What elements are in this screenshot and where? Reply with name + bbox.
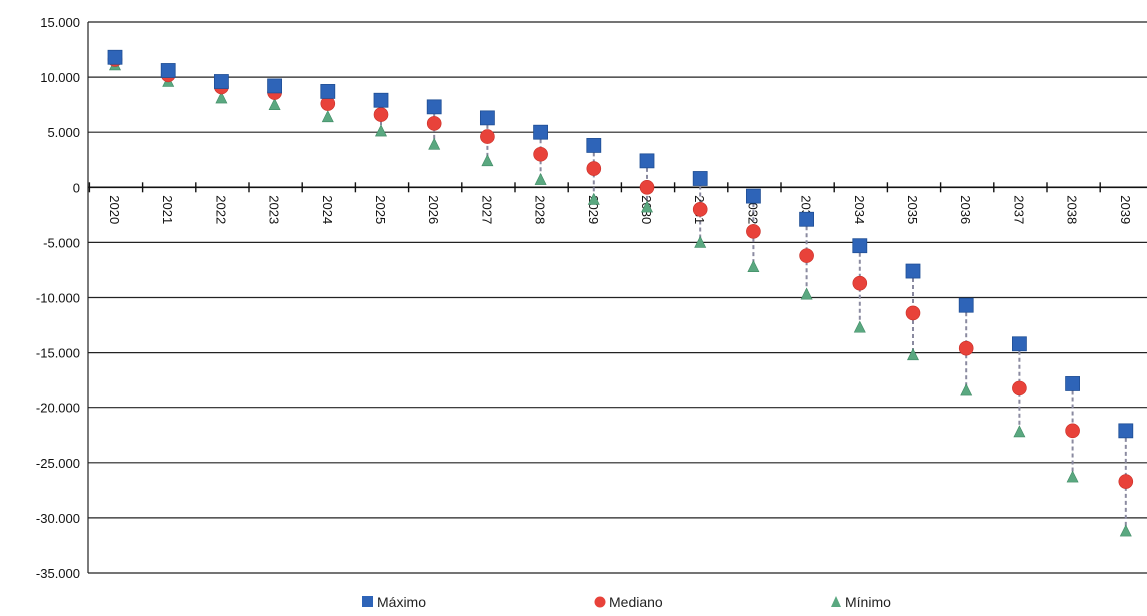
legend-label: Mínimo	[845, 594, 891, 610]
data-point-triangle	[907, 348, 919, 361]
data-point-triangle	[747, 259, 760, 272]
data-point-triangle	[375, 124, 387, 137]
data-point-circle	[639, 180, 655, 195]
y-tick-label: -25.000	[36, 456, 80, 471]
legend-marker-triangle	[831, 596, 841, 607]
data-point-circle	[905, 305, 921, 321]
data-point-triangle	[641, 200, 653, 213]
x-category-label: 2021	[160, 195, 175, 224]
legend-item: Mínimo	[831, 594, 891, 610]
data-point-circle	[1065, 423, 1080, 439]
data-point-circle	[1012, 380, 1027, 396]
data-point-triangle	[481, 154, 494, 167]
data-point-circle	[1118, 474, 1134, 489]
data-point-circle	[799, 248, 814, 263]
data-point-triangle	[587, 192, 600, 205]
x-category-label: 2039	[1118, 195, 1133, 224]
data-point-square	[320, 84, 336, 99]
x-category-label: 2028	[533, 195, 548, 224]
y-tick-label: 15.000	[40, 15, 80, 30]
y-tick-label: -30.000	[36, 511, 80, 526]
x-category-label: 2038	[1065, 195, 1080, 224]
data-point-triangle	[853, 320, 866, 333]
x-category-label: 2037	[1011, 195, 1026, 224]
data-point-square	[905, 263, 921, 279]
y-tick-label: -35.000	[36, 566, 80, 581]
legend-marker-circle	[594, 596, 606, 608]
legend-label: Mediano	[609, 594, 663, 610]
x-category-label: 2025	[373, 195, 388, 224]
data-point-triangle	[1013, 425, 1026, 438]
data-point-circle	[426, 116, 442, 131]
x-category-label: 2026	[426, 195, 441, 224]
data-point-circle	[373, 107, 389, 122]
data-point-triangle	[534, 172, 547, 185]
data-point-square	[267, 78, 283, 94]
data-point-square	[852, 238, 868, 254]
data-point-triangle	[1066, 470, 1079, 483]
y-tick-label: -15.000	[36, 346, 80, 361]
data-point-circle	[852, 275, 868, 291]
data-point-circle	[533, 146, 548, 162]
data-point-square	[1065, 376, 1080, 391]
data-point-square	[692, 171, 708, 186]
data-point-circle	[746, 224, 761, 239]
y-tick-label: -20.000	[36, 401, 80, 416]
data-point-triangle	[800, 287, 813, 300]
legend-item: Máximo	[362, 594, 426, 610]
data-point-square	[1118, 423, 1134, 439]
data-point-square	[1012, 336, 1027, 352]
x-category-label: 2035	[905, 195, 920, 224]
data-point-square	[479, 110, 495, 126]
data-point-circle	[586, 161, 602, 176]
y-tick-label: -10.000	[36, 291, 80, 306]
x-category-label: 2027	[479, 195, 494, 224]
legend-label: Máximo	[377, 594, 426, 610]
data-point-circle	[958, 340, 974, 356]
data-point-circle	[692, 202, 708, 217]
x-category-label: 2023	[267, 195, 282, 224]
x-category-label: 2036	[958, 195, 973, 224]
data-point-square	[586, 138, 602, 153]
data-point-square	[533, 124, 548, 140]
data-point-square	[160, 63, 176, 78]
y-tick-label: 5.000	[47, 125, 80, 140]
data-point-square	[958, 297, 974, 313]
data-point-square	[373, 92, 389, 108]
data-point-triangle	[1119, 524, 1132, 537]
data-point-triangle	[694, 235, 707, 248]
data-point-square	[213, 74, 229, 89]
y-tick-label: 10.000	[40, 70, 80, 85]
x-category-label: 2024	[320, 195, 335, 224]
x-category-label: 2020	[107, 195, 122, 224]
data-point-triangle	[960, 383, 973, 396]
y-tick-label: -5.000	[43, 235, 80, 250]
data-point-square	[799, 211, 814, 227]
data-point-triangle	[428, 137, 441, 150]
data-point-square	[746, 188, 761, 204]
data-point-triangle	[215, 91, 228, 104]
data-point-triangle	[268, 97, 281, 110]
legend-item: Mediano	[594, 594, 663, 610]
data-point-triangle	[321, 110, 334, 123]
data-point-circle	[480, 129, 495, 144]
data-point-square	[107, 49, 123, 65]
data-point-square	[426, 99, 442, 115]
y-tick-label: 0	[73, 180, 80, 195]
x-category-label: 2022	[213, 195, 228, 224]
legend-marker-square	[362, 596, 373, 607]
data-point-square	[639, 153, 655, 169]
x-category-label: 2034	[852, 195, 867, 224]
